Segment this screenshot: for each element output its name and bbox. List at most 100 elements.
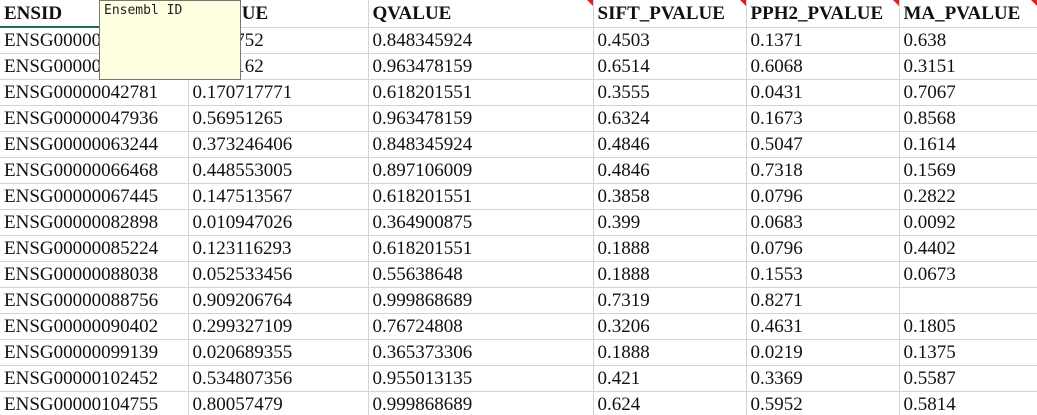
table-cell[interactable]: 0.638: [899, 27, 1037, 54]
table-cell[interactable]: 0.3555: [593, 79, 747, 106]
table-cell[interactable]: 0.1805: [899, 313, 1037, 340]
table-cell[interactable]: 0.7067: [899, 79, 1037, 106]
table-cell[interactable]: 0.963478159: [368, 53, 594, 80]
table-cell[interactable]: 0.1673: [746, 105, 900, 132]
table-cell[interactable]: 0.1569: [899, 157, 1037, 184]
table-cell[interactable]: 0.3858: [593, 183, 747, 210]
table-cell[interactable]: 0.4402: [899, 235, 1037, 262]
table-cell[interactable]: 0.5587: [899, 365, 1037, 392]
table-cell[interactable]: ENSG00000088038: [0, 261, 189, 288]
table-cell[interactable]: ENSG00000047936: [0, 105, 189, 132]
table-cell[interactable]: 0.373246406: [188, 131, 369, 158]
column-header-sift-pvalue[interactable]: SIFT_PVALUE: [593, 0, 747, 28]
table-cell[interactable]: 0.1375: [899, 339, 1037, 366]
table-cell[interactable]: 0.897106009: [368, 157, 594, 184]
table-cell[interactable]: 0.3369: [746, 365, 900, 392]
table-row: ENSG00000067445 0.147513567 0.618201551 0.3…: [0, 183, 1037, 210]
table-row: ENSG000000.7907520.8483459240.45030.1371…: [0, 27, 1037, 54]
table-cell[interactable]: 0.618201551: [368, 235, 594, 262]
table-cell[interactable]: 0.0683: [746, 209, 900, 236]
table-cell[interactable]: 0.7319: [593, 287, 747, 314]
table-cell[interactable]: 0.56951265: [188, 105, 369, 132]
table-cell[interactable]: ENSG00000099139: [0, 339, 189, 366]
table-cell[interactable]: 0.448553005: [188, 157, 369, 184]
table-cell[interactable]: 0.3206: [593, 313, 747, 340]
table-cell[interactable]: 0.0673: [899, 261, 1037, 288]
table-cell[interactable]: 0.1888: [593, 235, 747, 262]
table-cell[interactable]: ENSG00000090402: [0, 313, 189, 340]
table-cell[interactable]: 0.624: [593, 391, 747, 415]
comment-indicator-icon[interactable]: [586, 0, 592, 6]
table-cell[interactable]: 0.999868689: [368, 391, 594, 415]
table-cell[interactable]: [899, 287, 1037, 314]
table-cell[interactable]: 0.147513567: [188, 183, 369, 210]
table-cell[interactable]: 0.5047: [746, 131, 900, 158]
table-cell[interactable]: ENSG00000082898: [0, 209, 189, 236]
table-cell[interactable]: 0.1888: [593, 339, 747, 366]
table-cell[interactable]: 0.020689355: [188, 339, 369, 366]
table-cell[interactable]: 0.0092: [899, 209, 1037, 236]
table-cell[interactable]: ENSG00000088756: [0, 287, 189, 314]
table-cell[interactable]: 0.6324: [593, 105, 747, 132]
table-cell[interactable]: 0.4631: [746, 313, 900, 340]
table-cell[interactable]: 0.2822: [899, 183, 1037, 210]
table-row: ENSG00000082898 0.010947026 0.364900875 0.3…: [0, 209, 1037, 236]
table-cell[interactable]: 0.618201551: [368, 183, 594, 210]
table-cell[interactable]: 0.6514: [593, 53, 747, 80]
table-cell[interactable]: ENSG00000067445: [0, 183, 189, 210]
table-cell[interactable]: 0.76724808: [368, 313, 594, 340]
table-cell[interactable]: 0.0796: [746, 183, 900, 210]
table-cell[interactable]: 0.170717771: [188, 79, 369, 106]
table-cell[interactable]: 0.0219: [746, 339, 900, 366]
table-cell[interactable]: 0.1614: [899, 131, 1037, 158]
grid-body: ENSG000000.7907520.8483459240.45030.1371…: [0, 27, 1037, 415]
table-cell[interactable]: 0.399: [593, 209, 747, 236]
column-header-qvalue[interactable]: QVALUE: [368, 0, 594, 28]
table-cell[interactable]: 0.909206764: [188, 287, 369, 314]
table-cell[interactable]: 0.299327109: [188, 313, 369, 340]
table-cell[interactable]: 0.7318: [746, 157, 900, 184]
table-cell[interactable]: ENSG00000066468: [0, 157, 189, 184]
table-cell[interactable]: 0.1888: [593, 261, 747, 288]
table-cell[interactable]: 0.010947026: [188, 209, 369, 236]
column-header-ma-pvalue[interactable]: MA_PVALUE: [899, 0, 1037, 28]
table-cell[interactable]: 0.364900875: [368, 209, 594, 236]
table-cell[interactable]: 0.3151: [899, 53, 1037, 80]
table-cell[interactable]: 0.999868689: [368, 287, 594, 314]
table-cell[interactable]: 0.1553: [746, 261, 900, 288]
table-cell[interactable]: 0.55638648: [368, 261, 594, 288]
table-cell[interactable]: ENSG00000063244: [0, 131, 189, 158]
table-cell[interactable]: ENSG00000102452: [0, 365, 189, 392]
table-cell[interactable]: 0.80057479: [188, 391, 369, 415]
table-cell[interactable]: 0.0796: [746, 235, 900, 262]
table-cell[interactable]: 0.0431: [746, 79, 900, 106]
column-header-pph2-pvalue[interactable]: PPH2_PVALUE: [746, 0, 900, 28]
table-cell[interactable]: 0.4846: [593, 157, 747, 184]
table-cell[interactable]: 0.1371: [746, 27, 900, 54]
table-cell[interactable]: 0.421: [593, 365, 747, 392]
table-cell[interactable]: 0.8568: [899, 105, 1037, 132]
table-cell[interactable]: 0.6068: [746, 53, 900, 80]
table-cell[interactable]: 0.534807356: [188, 365, 369, 392]
table-cell[interactable]: 0.848345924: [368, 27, 594, 54]
table-cell[interactable]: ENSG00000042781: [0, 79, 189, 106]
column-header-label: SIFT_PVALUE: [597, 2, 725, 24]
table-cell[interactable]: ENSG00000104755: [0, 391, 189, 415]
table-cell[interactable]: 0.5952: [746, 391, 900, 415]
table-cell[interactable]: 0.365373306: [368, 339, 594, 366]
table-cell[interactable]: 0.963478159: [368, 105, 594, 132]
table-cell[interactable]: 0.955013135: [368, 365, 594, 392]
table-cell[interactable]: 0.8271: [746, 287, 900, 314]
table-cell[interactable]: 0.123116293: [188, 235, 369, 262]
table-cell[interactable]: 0.052533456: [188, 261, 369, 288]
table-cell[interactable]: 0.848345924: [368, 131, 594, 158]
table-row: ENSG00000102452 0.534807356 0.955013135 0.4…: [0, 365, 1037, 392]
table-cell[interactable]: 0.4503: [593, 27, 747, 54]
table-cell[interactable]: 0.5814: [899, 391, 1037, 415]
table-cell[interactable]: ENSG00000085224: [0, 235, 189, 262]
comment-indicator-icon[interactable]: [739, 0, 745, 6]
table-cell[interactable]: 0.4846: [593, 131, 747, 158]
comment-indicator-icon[interactable]: [1030, 0, 1036, 6]
table-cell[interactable]: 0.618201551: [368, 79, 594, 106]
comment-indicator-icon[interactable]: [892, 0, 898, 6]
